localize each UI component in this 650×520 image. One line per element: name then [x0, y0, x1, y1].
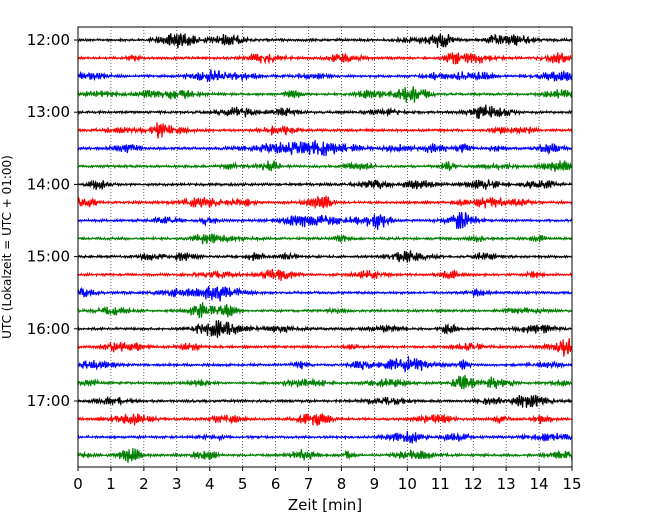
- x-tick-label: 12: [464, 475, 483, 493]
- trace-line: [77, 52, 573, 65]
- x-tick-label: 13: [497, 475, 516, 493]
- x-tick-label: 9: [370, 475, 380, 493]
- trace-line: [77, 447, 573, 463]
- trace-line: [77, 320, 573, 338]
- x-tick-label: 1: [106, 475, 116, 493]
- trace-line: [77, 159, 573, 172]
- y-tick-label: 13:00: [27, 103, 70, 121]
- x-tick-label: 14: [530, 475, 549, 493]
- trace-line: [77, 338, 573, 357]
- trace-line: [77, 430, 573, 444]
- y-tick-label: 16:00: [27, 320, 70, 338]
- trace-line: [77, 302, 573, 319]
- x-axis-title: Zeit [min]: [288, 496, 362, 514]
- trace-line: [77, 86, 573, 103]
- trace-line: [77, 374, 573, 390]
- trace-line: [77, 356, 573, 373]
- plot-frame: [77, 26, 573, 468]
- x-tick-label: 10: [398, 475, 417, 493]
- x-tick-label: 0: [73, 475, 83, 493]
- trace-line: [77, 195, 573, 209]
- trace-line: [77, 233, 573, 245]
- trace-line: [77, 104, 573, 120]
- y-axis-ticks: 12:00 13:00 14:00 15:00 16:00 17:00: [27, 31, 78, 410]
- trace-line: [77, 268, 573, 281]
- trace-line: [77, 249, 573, 263]
- trace-line: [77, 179, 573, 191]
- x-tick-label: 5: [238, 475, 248, 493]
- trace-line: [77, 211, 573, 230]
- x-tick-label: 7: [304, 475, 314, 493]
- x-axis-ticks: 0 1 2 3 4 5 6 7 8 9 10 11 12 13 14 15: [73, 467, 582, 493]
- x-tick-label: 15: [562, 475, 581, 493]
- x-tick-label: 4: [205, 475, 215, 493]
- trace-line: [77, 139, 573, 157]
- y-tick-label: 15:00: [27, 248, 70, 266]
- x-tick-label: 11: [431, 475, 450, 493]
- y-axis-title: UTC (Lokalzeit = UTC + 01:00): [0, 155, 14, 339]
- trace-line: [77, 413, 573, 426]
- x-tick-label: 6: [271, 475, 281, 493]
- trace-line: [77, 286, 573, 302]
- x-tick-label: 2: [139, 475, 149, 493]
- trace-line: [77, 394, 573, 408]
- y-tick-label: 14:00: [27, 175, 70, 193]
- trace-line: [77, 69, 573, 83]
- seismic-traces: [77, 33, 573, 463]
- plot-background: [78, 27, 572, 467]
- trace-line: [77, 33, 573, 49]
- grid-lines: [110, 27, 540, 467]
- trace-line: [77, 122, 573, 139]
- y-tick-label: 12:00: [27, 31, 70, 49]
- x-tick-label: 8: [337, 475, 347, 493]
- x-tick-label: 3: [172, 475, 182, 493]
- y-tick-label: 17:00: [27, 392, 70, 410]
